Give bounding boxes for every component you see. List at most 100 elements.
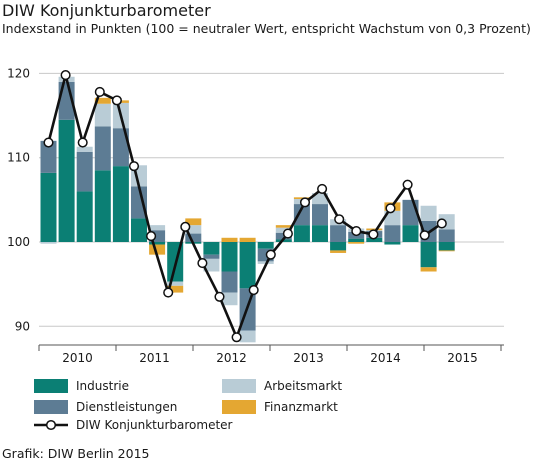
bar-finanzmarkt-6 [149, 244, 166, 255]
bar-finanzmarkt-13 [275, 225, 292, 228]
legend-swatch-point [45, 419, 57, 431]
chart-title: DIW Konjunkturbarometer [2, 1, 211, 20]
legend-label-line: DIW Konjunkturbarometer [76, 418, 233, 432]
barometer-point-16 [317, 183, 328, 194]
barometer-point-22 [419, 230, 430, 241]
bar-dienstleistungen-14 [293, 204, 310, 226]
y-tick-label: 90 [15, 319, 30, 333]
barometer-point-5 [128, 161, 140, 172]
bar-industrie-19 [384, 242, 401, 245]
barometer-point-0 [43, 137, 54, 148]
barometer-point-14 [282, 228, 293, 239]
bar-industrie-3 [94, 170, 111, 242]
bar-arbeitsmarkt-2 [76, 146, 93, 152]
bar-finanzmarkt-16 [330, 250, 347, 253]
bar-arbeitsmarkt-11 [239, 330, 256, 343]
bar-dienstleistungen-15 [312, 204, 328, 226]
bar-industrie-10 [221, 242, 238, 272]
bar-finanzmarkt-21 [420, 267, 437, 272]
bar-industrie-14 [293, 225, 310, 242]
bar-finanzmarkt-11 [239, 237, 256, 242]
barometer-point-20 [385, 203, 396, 214]
bar-finanzmarkt-7 [167, 285, 184, 293]
bar-arbeitsmarkt-13 [275, 227, 292, 233]
bar-finanzmarkt-10 [221, 237, 238, 242]
bar-dienstleistungen-2 [76, 151, 93, 192]
legend-label-arbeitsmarkt: Arbeitsmarkt [264, 379, 342, 393]
bar-dienstleistungen-4 [112, 128, 129, 167]
legend-label-finanzmarkt: Finanzmarkt [264, 400, 338, 414]
x-tick-label-2010: 2010 [62, 351, 93, 365]
bar-industrie-5 [131, 218, 147, 242]
bar-industrie-6 [149, 242, 166, 245]
barometer-point-1 [60, 70, 71, 81]
legend-label-dienstleistungen: Dienstleistungen [76, 400, 177, 414]
bar-finanzmarkt-22 [438, 250, 455, 252]
barometer-point-11 [231, 332, 242, 343]
bar-industrie-15 [312, 225, 328, 242]
bar-arbeitsmarkt-19 [384, 210, 401, 226]
legend-swatch-finanzmarkt [222, 400, 256, 414]
bar-dienstleistungen-16 [330, 225, 347, 242]
bar-arbeitsmarkt-7 [167, 281, 184, 286]
x-tick-label-2011: 2011 [139, 351, 170, 365]
bar-industrie-9 [203, 242, 220, 255]
bar-finanzmarkt-8 [185, 218, 202, 226]
bar-dienstleistungen-19 [384, 225, 401, 242]
barometer-point-6 [146, 231, 157, 242]
barometer-point-4 [111, 95, 122, 106]
barometer-point-17 [334, 214, 345, 225]
bar-industrie-2 [76, 191, 93, 242]
bar-industrie-13 [275, 239, 292, 242]
bar-arbeitsmarkt-9 [203, 258, 220, 272]
x-tick-label-2014: 2014 [370, 351, 401, 365]
barometer-point-7 [163, 287, 174, 298]
bar-arbeitsmarkt-8 [185, 225, 202, 234]
barometer-point-23 [436, 218, 447, 229]
bar-dienstleistungen-6 [149, 230, 166, 242]
chart-subtitle: Indexstand in Punkten (100 = neutraler W… [2, 21, 531, 36]
barometer-point-15 [299, 197, 311, 208]
legend-swatch-dienstleistungen [34, 400, 68, 414]
barometer-point-21 [402, 179, 413, 190]
bar-finanzmarkt-17 [348, 242, 365, 244]
bar-arbeitsmarkt-15 [312, 193, 328, 205]
barometer-point-10 [214, 291, 225, 302]
bar-arbeitsmarkt-10 [221, 292, 238, 306]
bar-arbeitsmarkt-21 [420, 205, 437, 221]
y-tick-label: 110 [7, 151, 30, 165]
bar-industrie-21 [420, 242, 437, 268]
bar-industrie-22 [438, 242, 455, 251]
x-tick-label-2015: 2015 [447, 351, 478, 365]
bar-arbeitsmarkt-0 [40, 242, 57, 244]
bar-finanzmarkt-14 [293, 197, 310, 200]
barometer-point-3 [94, 86, 105, 97]
bar-dienstleistungen-10 [221, 271, 238, 293]
barometer-point-12 [248, 285, 259, 296]
barometer-point-19 [368, 229, 379, 240]
source-note: Grafik: DIW Berlin 2015 [2, 446, 150, 461]
bar-industrie-12 [257, 242, 274, 249]
bar-dienstleistungen-8 [185, 233, 202, 242]
bar-industrie-17 [348, 238, 365, 242]
legend-swatch-industrie [34, 379, 68, 393]
legend-label-industrie: Industrie [76, 379, 129, 393]
bar-industrie-1 [58, 119, 75, 242]
bar-finanzmarkt-18 [366, 228, 383, 231]
bar-dienstleistungen-5 [131, 186, 147, 219]
x-tick-label-2012: 2012 [216, 351, 247, 365]
bar-industrie-0 [40, 172, 57, 242]
bar-industrie-18 [366, 237, 383, 242]
bar-industrie-20 [402, 225, 419, 242]
bar-industrie-11 [239, 242, 256, 289]
legend-swatch-arbeitsmarkt [222, 379, 256, 393]
bar-dienstleistungen-0 [40, 140, 57, 173]
bar-dienstleistungen-9 [203, 254, 220, 259]
bar-dienstleistungen-22 [438, 229, 455, 242]
barometer-point-9 [197, 258, 208, 269]
y-tick-label: 100 [7, 235, 30, 249]
barometer-point-8 [180, 221, 191, 232]
bar-finanzmarkt-3 [94, 97, 111, 104]
bar-arbeitsmarkt-6 [149, 225, 166, 231]
